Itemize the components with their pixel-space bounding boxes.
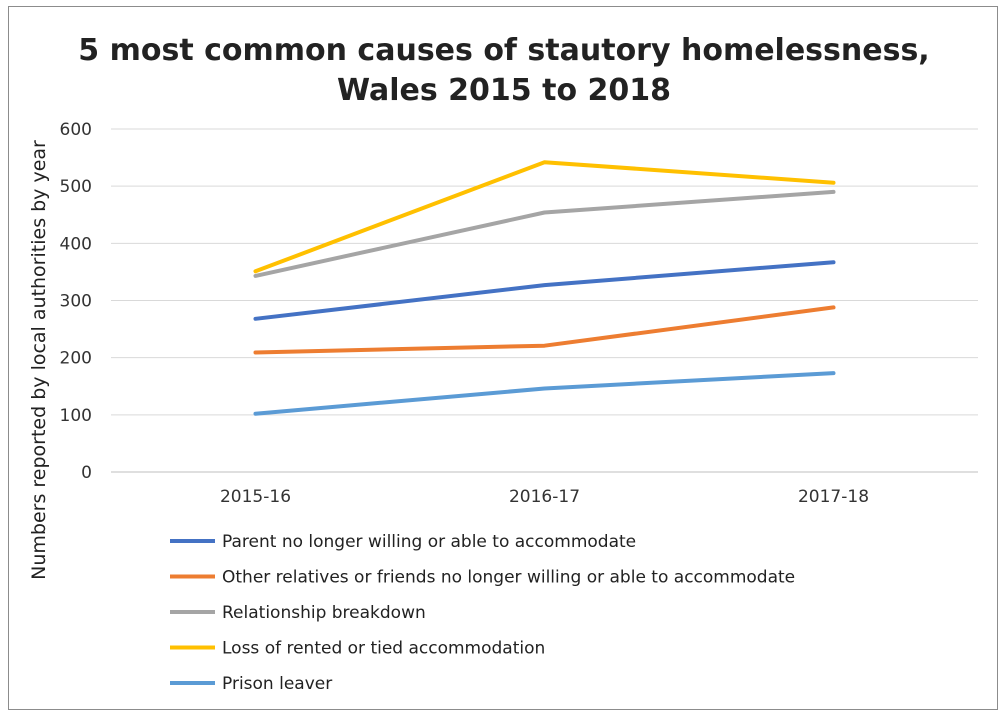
chart-title-line-2: Wales 2015 to 2018 (337, 73, 671, 108)
series-line-5 (253, 371, 836, 416)
x-tick-labels: 2015-16 2016-17 2017-18 (220, 487, 869, 507)
legend-label: Prison leaver (222, 674, 332, 694)
series-line-4 (253, 160, 836, 274)
series-line-1 (253, 260, 836, 321)
legend: Parent no longer willing or able to acco… (170, 532, 795, 694)
legend-label: Parent no longer willing or able to acco… (222, 532, 636, 552)
y-tick-labels: 0 100 200 300 400 500 600 (60, 120, 92, 483)
x-tick-label: 2016-17 (509, 487, 580, 507)
y-tick-label: 300 (60, 292, 92, 312)
y-tick-label: 600 (60, 120, 92, 140)
x-tick-label: 2015-16 (220, 487, 291, 507)
legend-label: Loss of rented or tied accommodation (222, 639, 545, 659)
y-tick-label: 100 (60, 406, 92, 426)
series-line-3 (253, 189, 836, 278)
y-axis-label: Numbers reported by local authorities by… (28, 140, 50, 580)
y-tick-label: 400 (60, 234, 92, 254)
y-tick-label: 200 (60, 349, 92, 369)
gridlines (111, 128, 978, 473)
legend-label: Other relatives or friends no longer wil… (222, 568, 795, 588)
y-tick-label: 0 (81, 463, 92, 483)
series-lines (253, 160, 836, 416)
y-tick-label: 500 (60, 177, 92, 197)
legend-label: Relationship breakdown (222, 603, 426, 623)
series-line-2 (253, 305, 836, 355)
chart-title-line-1: 5 most common causes of stautory homeles… (78, 33, 929, 68)
x-tick-label: 2017-18 (798, 487, 869, 507)
